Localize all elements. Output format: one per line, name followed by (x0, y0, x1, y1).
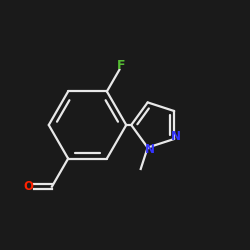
Text: N: N (145, 143, 155, 156)
Text: F: F (116, 59, 125, 72)
Text: O: O (24, 180, 34, 193)
Text: N: N (171, 130, 181, 143)
